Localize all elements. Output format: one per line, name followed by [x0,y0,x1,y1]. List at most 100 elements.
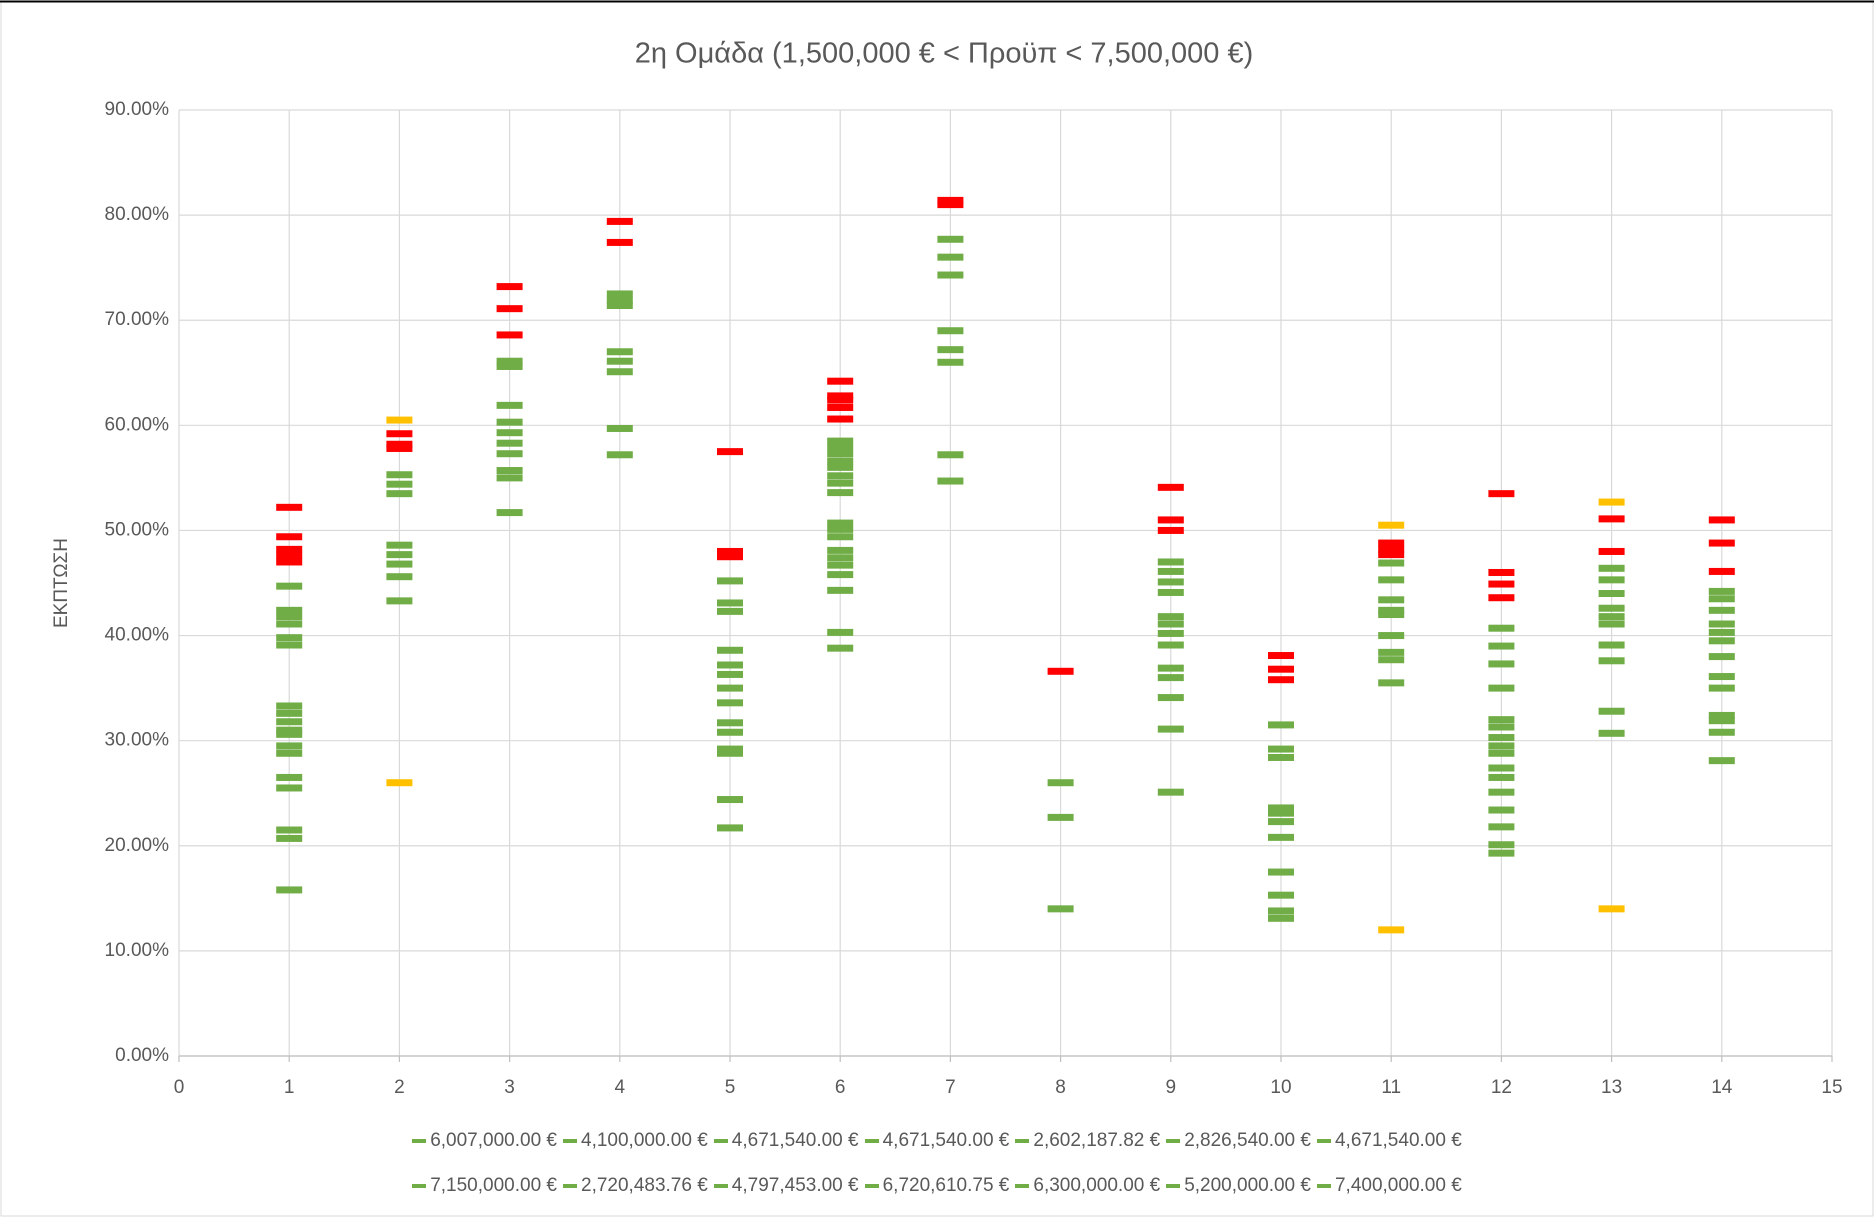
point [717,547,743,555]
point [1378,648,1405,656]
point [1268,818,1294,826]
point [1378,596,1405,604]
point [1708,516,1735,524]
point [1268,914,1294,922]
point [827,472,854,480]
x-tick-label: 8 [1055,1077,1066,1098]
point [1708,711,1735,719]
point [1488,594,1515,602]
legend-item: 4,671,540.00 € [864,1130,1009,1152]
point [1598,905,1625,913]
legend-marker [412,1138,427,1143]
legend-row: 6,007,000.00 € 4,100,000.00 € 4,671,540.00… [0,1118,1874,1163]
point [1157,664,1184,672]
point [496,401,523,409]
point [606,368,633,376]
point [1268,809,1294,817]
point [1268,833,1294,841]
point [1157,526,1184,534]
y-tick-label: 70.00% [105,309,170,330]
legend-item: 6,300,000.00 € [1015,1175,1160,1197]
y-tick-label: 10.00% [105,940,170,961]
point [1708,637,1735,645]
point [1157,558,1184,566]
point [827,644,854,652]
point [1378,926,1405,934]
point [1157,725,1184,733]
point [496,418,523,426]
point [1708,595,1735,603]
point [1488,490,1515,498]
point [606,296,633,304]
point [276,552,303,560]
point [1047,813,1074,821]
point [1488,823,1515,831]
x-tick-label: 13 [1601,1077,1622,1098]
point [1488,624,1515,632]
point [1268,665,1294,673]
point [827,561,854,569]
point [717,646,743,654]
point [386,560,413,568]
point [937,477,964,485]
legend-marker [1015,1138,1030,1143]
legend-label: 5,200,000.00 € [1184,1174,1311,1196]
legend-label: 7,400,000.00 € [1334,1174,1462,1196]
point [1157,788,1184,796]
point [496,474,523,482]
point [386,480,413,488]
point [1157,588,1184,596]
point [1708,567,1735,575]
point [276,784,303,792]
legend-item: 6,720,610.75 € [864,1175,1009,1197]
point [1708,539,1735,547]
legend-marker [412,1183,427,1188]
point [276,558,303,566]
point [276,606,303,614]
point [386,597,413,605]
point [1598,604,1625,612]
point [937,253,964,261]
point [717,607,743,615]
legend-marker [864,1183,879,1188]
x-tick-label: 14 [1711,1077,1733,1098]
y-tick-label: 80.00% [105,204,170,225]
point [1488,716,1515,724]
legend-label: 4,100,000.00 € [581,1129,708,1151]
x-tick-label: 3 [504,1077,515,1098]
point [717,553,743,561]
point [1488,723,1515,731]
legend-item: 4,797,453.00 € [713,1175,859,1197]
point [1598,657,1625,665]
point [276,533,303,541]
point [1488,788,1515,796]
point [1157,567,1184,575]
legend-marker [713,1138,728,1143]
legend-marker [1015,1183,1030,1188]
legend-item: 7,400,000.00 € [1316,1174,1462,1197]
point [1488,764,1515,772]
point [1598,590,1625,598]
point [1598,498,1625,506]
point [496,331,523,339]
point [1378,632,1405,640]
point [827,463,854,471]
point [1488,773,1515,781]
point [1378,559,1405,567]
point [276,582,303,590]
point [1488,580,1515,588]
point [1708,606,1735,614]
point [827,479,854,487]
point [496,283,523,291]
x-tick-label: 5 [725,1077,736,1098]
point [496,467,523,475]
point [1268,652,1294,660]
point [606,238,633,246]
point [717,577,743,585]
legend-marker [1316,1138,1331,1143]
legend-marker [1316,1183,1331,1188]
point [1488,749,1515,757]
point [717,719,743,727]
point [386,430,413,438]
